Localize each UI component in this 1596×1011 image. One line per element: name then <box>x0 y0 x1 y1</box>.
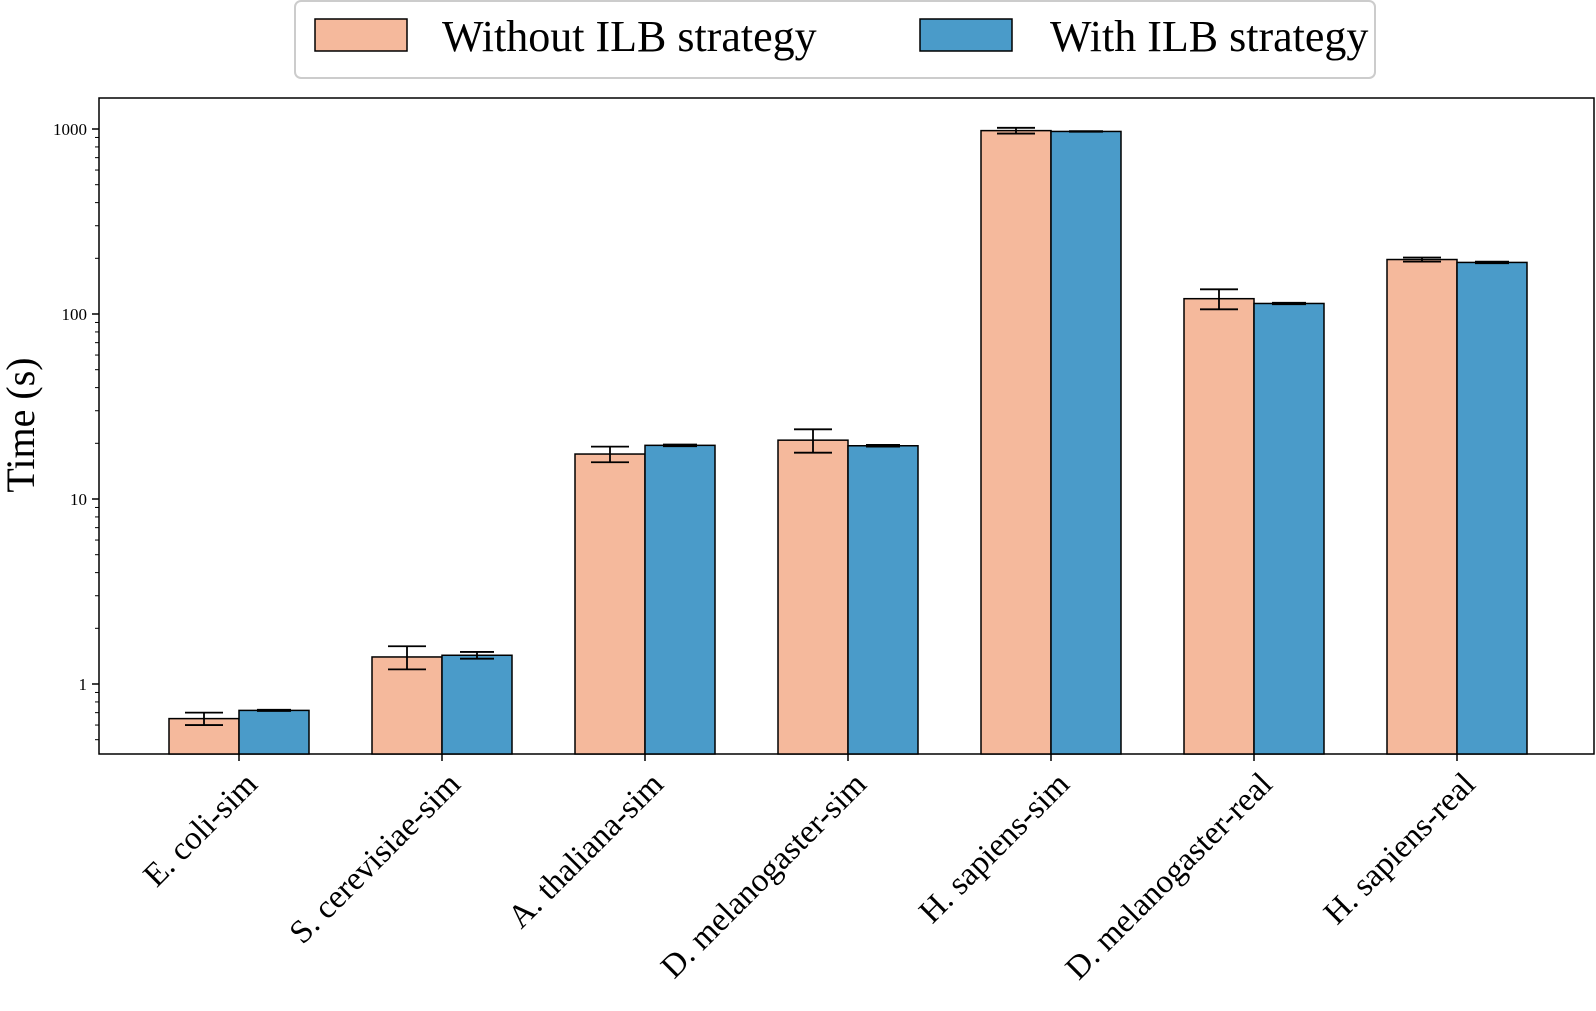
x-tick-label: E. coli-sim <box>137 766 265 894</box>
y-tick-label: 10 <box>70 490 87 509</box>
bar-with-ilb <box>1253 302 1325 755</box>
x-tick-label: S. cerevisiae-sim <box>283 766 468 951</box>
x-tick-label: D. melanogaster-sim <box>654 766 874 986</box>
y-tick-label: 1000 <box>53 120 87 139</box>
x-tick-label: H. sapiens-real <box>1317 766 1482 931</box>
bar-with-ilb <box>238 709 310 755</box>
bar-with-ilb <box>1456 261 1528 755</box>
x-tick-label: D. melanogaster-real <box>1059 766 1280 987</box>
bar-without-ilb <box>371 656 443 755</box>
bar-without-ilb <box>1183 297 1255 755</box>
legend: Without ILB strategy With ILB strategy <box>294 0 1376 79</box>
legend-frame <box>294 0 1376 79</box>
bar-with-ilb <box>644 444 716 755</box>
x-axis: E. coli-sim S. cerevisiae-sim A. thaliana-… <box>137 754 1483 987</box>
legend-label-with-ilb: With ILB strategy <box>1050 12 1368 61</box>
x-tick-label: H. sapiens-sim <box>912 766 1076 930</box>
bar-with-ilb <box>441 654 513 755</box>
bar-without-ilb <box>777 439 849 755</box>
x-tick-label: A. thaliana-sim <box>501 766 671 936</box>
legend-label-without-ilb: Without ILB strategy <box>442 12 817 61</box>
legend-swatch-without-ilb <box>314 18 408 52</box>
bar-without-ilb <box>1386 258 1458 755</box>
legend-swatch-with-ilb <box>919 18 1013 52</box>
bar-with-ilb <box>1050 130 1122 755</box>
y-tick-label: 100 <box>62 305 88 324</box>
bar-with-ilb <box>847 445 919 755</box>
y-axis: 1 10 100 1000 <box>53 120 99 741</box>
bars <box>168 129 1528 755</box>
y-axis-label: Time (s) <box>0 357 43 492</box>
bar-without-ilb <box>574 453 646 755</box>
y-tick-label: 1 <box>79 675 88 694</box>
bar-without-ilb <box>980 129 1052 755</box>
error-bars <box>185 126 1509 726</box>
